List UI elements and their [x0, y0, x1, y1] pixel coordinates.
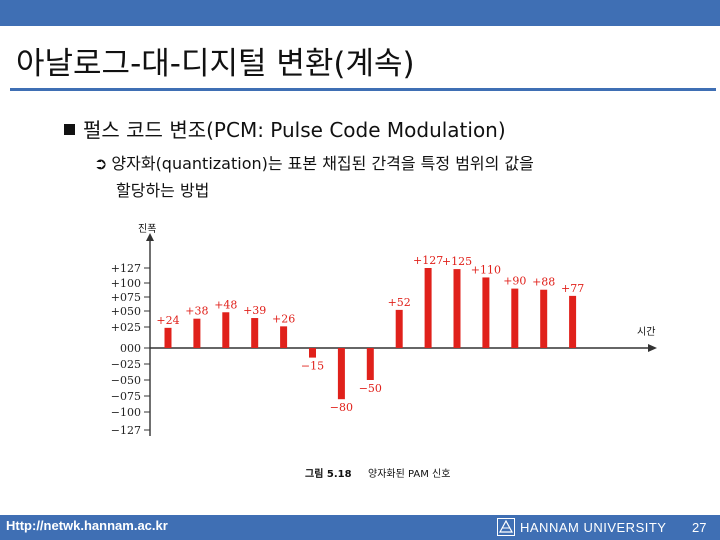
bar	[540, 289, 548, 348]
bullet-level2-text-line2: 할당하는 방법	[116, 181, 210, 200]
value-label: +24	[156, 314, 179, 327]
bar	[453, 269, 461, 348]
y-tick-label: +050	[111, 305, 141, 318]
top-accent-bar	[0, 0, 720, 26]
value-label: +52	[388, 296, 411, 309]
footer-bar	[0, 515, 720, 540]
value-label: +88	[532, 276, 555, 289]
y-tick-label: −100	[111, 406, 141, 419]
value-label: +26	[272, 312, 295, 325]
bar	[193, 318, 201, 348]
page-number: 27	[692, 520, 707, 535]
y-tick-label: +127	[111, 262, 141, 275]
square-bullet-icon	[64, 124, 75, 135]
value-label: +39	[243, 304, 266, 317]
value-label: −50	[359, 382, 382, 395]
bar	[251, 318, 259, 348]
value-label: +127	[413, 254, 443, 267]
footer-university: HANNAM UNIVERSITY	[520, 520, 667, 535]
y-axis: +127 +100+075+050 +025 000 −025 −050 −075 −100 −…	[111, 233, 657, 437]
bullet-level2: ➲ 양자화(quantization)는 표본 채집된 간격을 특정 범위의 값을…	[94, 150, 534, 204]
value-label: +90	[503, 275, 526, 288]
university-logo-icon	[497, 518, 515, 536]
footer-url[interactable]: Http://netwk.hannam.ac.kr	[6, 518, 168, 533]
value-label: +48	[214, 298, 237, 311]
y-axis-label: 진폭	[138, 223, 156, 235]
bar	[511, 288, 519, 348]
y-tick-label: −127	[111, 424, 141, 437]
value-label: +125	[442, 255, 472, 268]
bar	[482, 277, 490, 348]
y-axis-arrow	[146, 233, 154, 241]
bar	[366, 348, 374, 380]
quantized-pam-chart: +127 +100+075+050 +025 000 −025 −050 −075 −100 −…	[111, 223, 657, 480]
y-tick-label: +075	[111, 291, 141, 304]
x-axis-arrow	[648, 344, 657, 352]
x-axis-label: 시간	[637, 326, 655, 338]
y-tick-label: +025	[111, 321, 141, 334]
bullet-level1: 펄스 코드 변조(PCM: Pulse Code Modulation)	[64, 114, 506, 143]
value-label: +38	[185, 305, 208, 318]
bar	[280, 326, 288, 348]
value-label: +77	[561, 282, 584, 295]
value-label: −80	[330, 401, 353, 414]
bar	[424, 268, 432, 348]
y-tick-label: +100	[111, 277, 141, 290]
bullet-level2-text-line1: 양자화(quantization)는 표본 채집된 간격을 특정 범위의 값을	[111, 154, 534, 173]
bars	[164, 268, 577, 400]
value-label: +110	[471, 263, 501, 276]
bullet-level1-text: 펄스 코드 변조(PCM: Pulse Code Modulation)	[83, 118, 506, 142]
title-divider	[10, 88, 716, 91]
caption-number: 그림 5.18	[305, 468, 352, 480]
value-labels: +24+38 +48 +39+26−15−80−50+52+127+125+110+…	[156, 254, 584, 414]
arrow-bullet-icon: ➲	[94, 154, 108, 173]
caption-text: 양자화된 PAM 신호	[368, 468, 450, 480]
bar	[309, 348, 316, 358]
slide-title: 아날로그-대-디지털 변환(계속)	[16, 46, 415, 82]
bar	[337, 348, 345, 400]
bar	[569, 295, 577, 348]
bar	[222, 312, 230, 348]
y-tick-label: −025	[111, 358, 141, 371]
bar	[395, 309, 403, 348]
y-tick-label: 000	[120, 342, 141, 355]
bar	[164, 327, 172, 348]
y-tick-label: −075	[111, 390, 141, 403]
value-label: −15	[301, 360, 324, 373]
y-tick-label: −050	[111, 374, 141, 387]
